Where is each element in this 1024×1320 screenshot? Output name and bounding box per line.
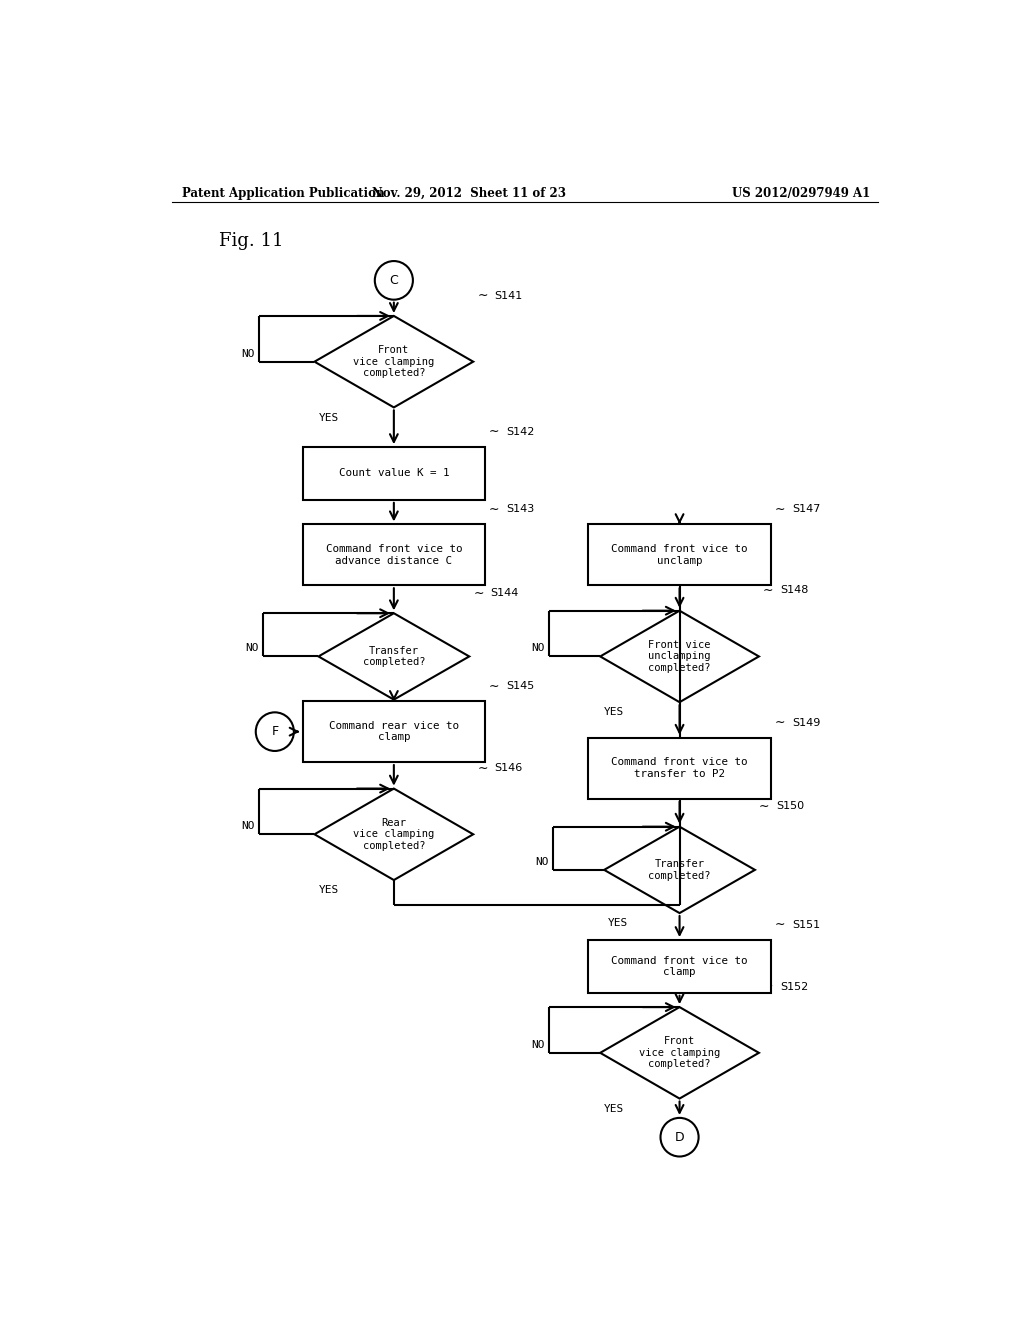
Text: Front
vice clamping
completed?: Front vice clamping completed?	[353, 345, 434, 379]
Bar	[588, 524, 771, 585]
Text: S149: S149	[793, 718, 820, 727]
Text: Front
vice clamping
completed?: Front vice clamping completed?	[639, 1036, 720, 1069]
Text: YES: YES	[318, 413, 339, 422]
Text: Transfer
completed?: Transfer completed?	[362, 645, 425, 667]
Text: Fig. 11: Fig. 11	[219, 231, 284, 249]
Text: ∼: ∼	[473, 586, 483, 599]
Text: C: C	[389, 273, 398, 286]
Text: S150: S150	[776, 801, 805, 812]
Text: YES: YES	[604, 708, 625, 717]
Text: Count value K = 1: Count value K = 1	[339, 469, 450, 478]
Text: ∼: ∼	[775, 503, 785, 516]
Text: YES: YES	[608, 919, 629, 928]
Text: S147: S147	[793, 504, 820, 513]
Text: ∼: ∼	[763, 981, 773, 993]
Bar	[303, 701, 485, 762]
Text: S141: S141	[495, 290, 523, 301]
Text: S146: S146	[495, 763, 523, 774]
Text: Command rear vice to
clamp: Command rear vice to clamp	[329, 721, 459, 742]
Text: YES: YES	[604, 1104, 625, 1114]
Text: ∼: ∼	[759, 800, 769, 813]
Text: S142: S142	[507, 426, 535, 437]
Text: Command front vice to
transfer to P2: Command front vice to transfer to P2	[611, 758, 748, 779]
Text: S143: S143	[507, 504, 535, 513]
Bar	[303, 447, 485, 500]
Text: Rear
vice clamping
completed?: Rear vice clamping completed?	[353, 817, 434, 851]
Text: ∼: ∼	[489, 503, 500, 516]
Text: ∼: ∼	[775, 919, 785, 932]
Text: Command front vice to
clamp: Command front vice to clamp	[611, 956, 748, 977]
Text: Nov. 29, 2012  Sheet 11 of 23: Nov. 29, 2012 Sheet 11 of 23	[373, 187, 566, 199]
Text: S148: S148	[780, 585, 809, 595]
Text: Front vice
unclamping
completed?: Front vice unclamping completed?	[648, 640, 711, 673]
Text: NO: NO	[242, 348, 255, 359]
Bar	[588, 940, 771, 993]
Text: NO: NO	[242, 821, 255, 832]
Text: NO: NO	[531, 643, 545, 653]
Text: F: F	[271, 725, 279, 738]
Text: Transfer
completed?: Transfer completed?	[648, 859, 711, 880]
Text: S145: S145	[507, 681, 535, 690]
Text: NO: NO	[531, 1040, 545, 1049]
Text: YES: YES	[323, 705, 343, 715]
Text: ∼: ∼	[489, 425, 500, 438]
Text: ∼: ∼	[775, 715, 785, 729]
Text: S152: S152	[780, 982, 809, 991]
Text: S151: S151	[793, 920, 820, 929]
Text: YES: YES	[318, 886, 339, 895]
Text: D: D	[675, 1131, 684, 1143]
Text: ∼: ∼	[477, 762, 487, 775]
Text: ∼: ∼	[763, 583, 773, 597]
Text: ∼: ∼	[477, 289, 487, 302]
Text: NO: NO	[246, 643, 259, 653]
Text: US 2012/0297949 A1: US 2012/0297949 A1	[732, 187, 870, 199]
Text: S144: S144	[490, 587, 519, 598]
Text: Patent Application Publication: Patent Application Publication	[182, 187, 384, 199]
Text: NO: NO	[536, 857, 549, 867]
Bar	[588, 738, 771, 799]
Text: Command front vice to
unclamp: Command front vice to unclamp	[611, 544, 748, 565]
Text: ∼: ∼	[489, 680, 500, 693]
Text: Command front vice to
advance distance C: Command front vice to advance distance C	[326, 544, 462, 565]
Bar	[303, 524, 485, 585]
